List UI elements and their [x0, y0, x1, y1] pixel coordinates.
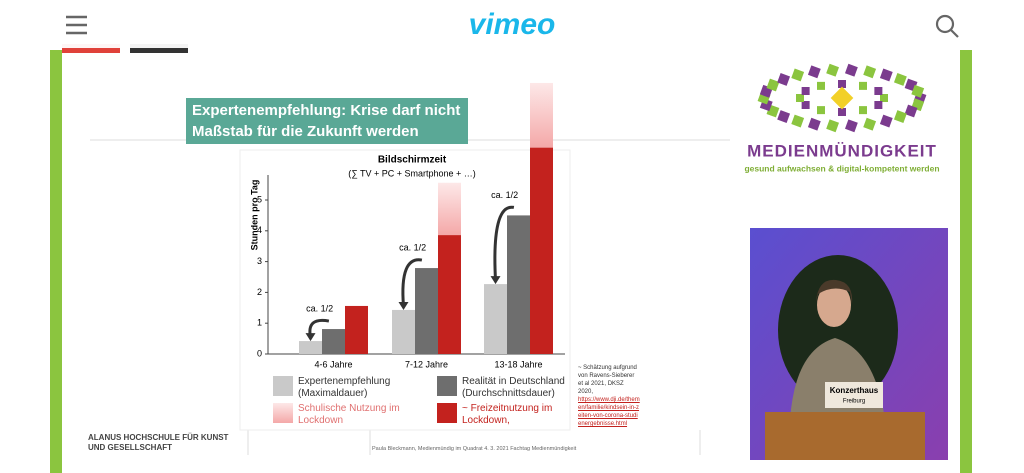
logo-square — [796, 94, 804, 102]
logo-square — [817, 81, 825, 90]
y-tick-label: 2 — [257, 287, 262, 297]
header — [50, 0, 972, 48]
bar — [299, 341, 322, 354]
menu-icon[interactable] — [66, 15, 87, 35]
bar — [322, 329, 345, 354]
brand: MEDIENMÜNDIGKEIT — [747, 141, 937, 160]
annotation: ca. 1/2 — [399, 242, 426, 252]
y-axis-label: Stunden pro Tag — [249, 180, 259, 251]
side-bar — [50, 50, 62, 473]
logo-square — [826, 119, 840, 133]
sign-text: Freiburg — [843, 399, 865, 405]
x-tick-label: 4-6 Jahre — [314, 359, 352, 369]
tab — [62, 44, 120, 53]
logo-square — [801, 87, 810, 95]
y-tick-label: 4 — [257, 225, 262, 235]
arrow-head — [305, 333, 316, 342]
logo-square — [874, 87, 883, 95]
footnote-text: ~ Schätzung aufgrund von Ravens-Sieberer… — [578, 365, 637, 395]
tab — [130, 44, 188, 53]
footnote-link[interactable]: https://www.dji.de/themen/familie/kindse… — [578, 397, 640, 427]
logo-square — [838, 80, 846, 88]
y-tick-label: 1 — [257, 318, 262, 328]
arrow — [493, 205, 515, 281]
sign-text: Konzerthaus — [830, 386, 879, 395]
logo-square — [863, 65, 877, 79]
y-tick-label: 5 — [257, 194, 262, 204]
legend-entry: Realität in Deutschland (Durchschnittsda… — [462, 376, 565, 399]
logo-square — [791, 114, 805, 128]
x-tick-label: 7-12 Jahre — [405, 359, 448, 369]
lectern — [765, 412, 925, 460]
annotation: ca. 1/2 — [306, 303, 333, 313]
legend-entry: Schulische Nutzung im Lockdown — [298, 403, 400, 426]
legend-swatch — [273, 403, 293, 423]
legend-entry: ~ Freizeitnutzung im Lockdown, — [462, 403, 553, 426]
logo-square — [766, 78, 780, 92]
logo-square — [893, 73, 907, 86]
y-tick-label: 0 — [257, 348, 262, 358]
logo-square — [911, 84, 925, 98]
annotation: ca. 1/2 — [491, 190, 518, 200]
bar-segment — [530, 82, 553, 148]
y-tick-label: 3 — [257, 256, 262, 266]
arrow-head — [398, 301, 409, 310]
arrow — [401, 258, 423, 307]
logo-square — [904, 104, 918, 118]
logo-square — [817, 106, 825, 115]
slide-title: Expertenempfehlung: Krise darf nicht Maß… — [186, 98, 468, 144]
logo[interactable]: vimeo — [469, 8, 556, 41]
logo-square — [844, 63, 858, 77]
arrow-head — [490, 276, 501, 285]
logo-square — [777, 110, 791, 123]
logo-square — [880, 94, 888, 102]
footer: Paula Bleckmann, Medienmündig im Quadrat… — [372, 446, 577, 452]
bar — [345, 305, 368, 354]
logo-square — [874, 101, 883, 109]
search-icon[interactable] — [935, 14, 959, 38]
bar — [438, 235, 461, 354]
logo-square — [879, 68, 893, 82]
logo-square — [879, 114, 893, 128]
legend-entry: Expertenempfehlung (Maximaldauer) — [298, 376, 391, 399]
logo-square — [807, 117, 821, 131]
logo-center — [830, 86, 854, 110]
x-tick-label: 13-18 Jahre — [494, 359, 542, 369]
logo-square — [859, 106, 867, 115]
logo-square — [893, 110, 907, 123]
logo-square — [777, 73, 791, 86]
sign — [825, 382, 883, 408]
chart-subtitle: (∑ TV + PC + Smartphone + …) — [348, 168, 476, 178]
side-bar — [960, 50, 972, 473]
legend-swatch — [273, 376, 293, 396]
logo-square — [801, 101, 810, 109]
bar — [484, 284, 507, 354]
bar — [530, 147, 553, 354]
institution: ALANUS HOCHSCHULE FÜR KUNST UND GESELLSC… — [88, 433, 229, 452]
logo-square — [838, 108, 846, 116]
logo-square — [863, 117, 877, 131]
bar-segment — [438, 182, 461, 236]
bar — [415, 268, 438, 354]
logo-square — [859, 81, 867, 90]
logo-square — [791, 68, 805, 82]
legend-swatch — [437, 376, 457, 396]
chart-title: Bildschirmzeit — [378, 155, 447, 166]
bar — [392, 309, 415, 354]
speaker-head — [817, 283, 851, 327]
logo-square — [807, 65, 821, 79]
logo-square — [826, 63, 840, 77]
bar — [507, 215, 530, 354]
footnote: ~ Schätzung aufgrund von Ravens-Sieberer… — [578, 364, 640, 428]
legend-swatch — [437, 403, 457, 423]
speaker-hair — [816, 279, 853, 305]
chart-frame — [239, 149, 571, 431]
logo-square — [844, 119, 858, 133]
tagline: gesund aufwachsen & digital-kompetent we… — [744, 163, 939, 173]
